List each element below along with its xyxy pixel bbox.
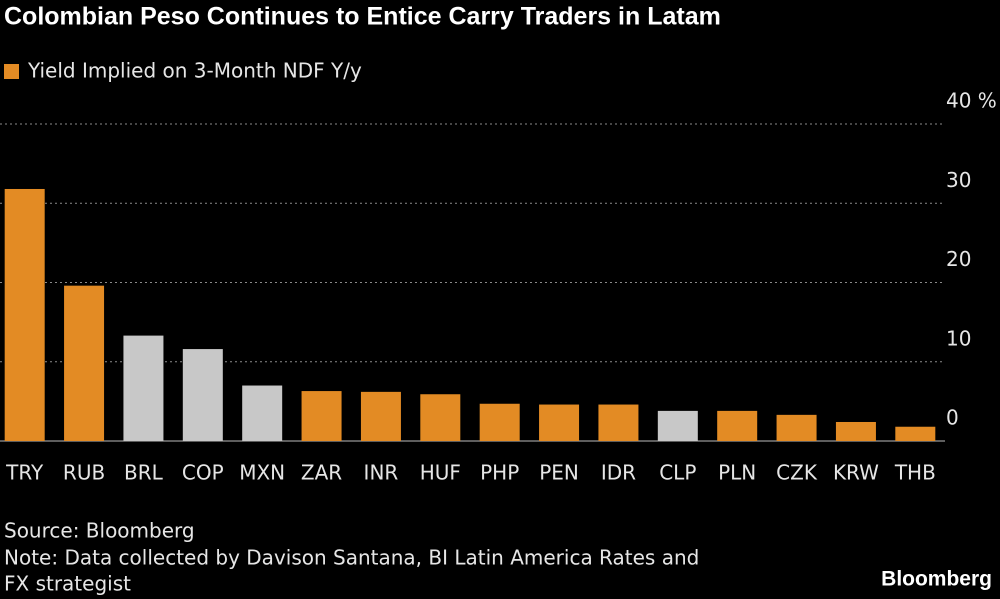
bar [123,335,164,441]
bar [717,410,758,441]
x-tick-label: HUF [420,461,461,485]
bar [479,403,520,441]
x-tick-label: INR [364,461,399,485]
brand-logo: Bloomberg [881,568,992,591]
note: FX strategist [4,572,131,596]
bar [598,404,639,441]
y-tick-label: 20 [946,247,971,271]
x-tick-label: MXN [239,461,285,485]
bar [895,426,936,441]
bar [657,410,698,441]
bar [301,391,342,441]
bar [4,188,45,441]
x-tick-label: THB [894,461,936,485]
x-tick-label: PHP [480,461,519,485]
x-tick-label: PEN [539,461,579,485]
x-tick-label: ZAR [301,461,342,485]
y-tick-label: 40 % [946,89,997,113]
note: Note: Data collected by Davison Santana,… [4,546,699,570]
bar [776,414,817,441]
legend-swatch [4,64,19,79]
x-tick-label: BRL [124,461,164,485]
x-tick-label: CZK [776,461,818,485]
bar [360,391,401,441]
x-tick-label: IDR [601,461,636,485]
bar [539,404,580,441]
x-tick-label: RUB [63,461,105,485]
bar [242,385,283,441]
bar [420,394,461,441]
x-tick-label: CLP [659,461,696,485]
x-tick-label: KRW [833,461,879,485]
source: Source: Bloomberg [4,519,195,543]
legend-label: Yield Implied on 3-Month NDF Y/y [27,59,362,83]
bar [64,285,105,441]
bar [182,349,223,441]
x-tick-label: PLN [718,461,756,485]
bar [835,421,876,441]
y-tick-label: 30 [946,168,971,192]
x-tick-label: COP [182,461,224,485]
chart-title: Colombian Peso Continues to Entice Carry… [4,3,721,31]
y-tick-label: 10 [946,326,971,350]
y-tick-label: 0 [946,406,959,430]
x-tick-label: TRY [5,461,44,485]
